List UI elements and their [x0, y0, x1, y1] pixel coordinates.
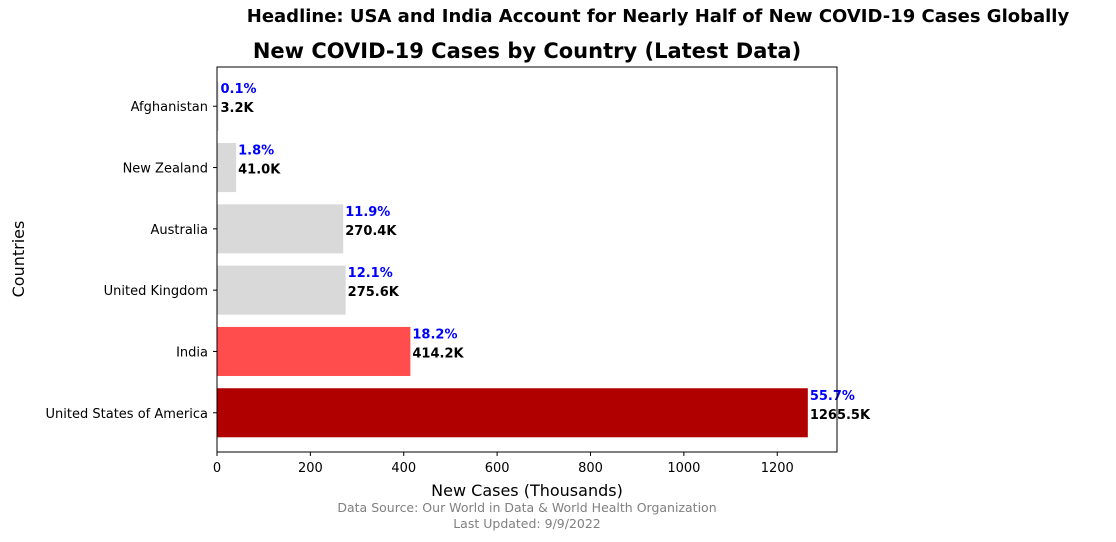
x-tick-label: 800: [578, 461, 603, 476]
y-tick-label: United States of America: [46, 407, 208, 422]
value-label: 3.2K: [220, 101, 254, 116]
bar-united-states-of-america: [217, 388, 808, 438]
percent-label: 18.2%: [412, 327, 457, 342]
value-label: 1265.5K: [810, 408, 871, 423]
bar-india: [217, 326, 411, 376]
bar-new-zealand: [217, 143, 237, 193]
data-source-note: Data Source: Our World in Data & World H…: [337, 500, 717, 515]
y-tick-label: Afghanistan: [131, 100, 208, 115]
percent-label: 1.8%: [238, 144, 274, 159]
y-tick-label: United Kingdom: [104, 284, 208, 299]
y-tick-label: Australia: [150, 223, 208, 238]
footer: Data Source: Our World in Data & World H…: [217, 500, 837, 532]
labels-layer: 55.7% 1265.5K 18.2% 414.2K 12.1% 275.6K 11.9% 2…: [220, 82, 870, 423]
percent-label: 0.1%: [220, 82, 256, 97]
value-label: 414.2K: [412, 346, 464, 361]
bar-australia: [217, 204, 344, 254]
y-axis-label: Countries: [9, 221, 28, 298]
headline: Headline: USA and India Account for Near…: [246, 6, 1070, 27]
value-label: 270.4K: [345, 224, 397, 239]
axes-layer: United States of America India United King…: [46, 100, 794, 476]
bars-layer: [217, 81, 808, 438]
chart-title: New COVID-19 Cases by Country (Latest Da…: [252, 39, 802, 63]
percent-label: 11.9%: [345, 205, 390, 220]
last-updated-note: Last Updated: 9/9/2022: [453, 516, 601, 531]
value-label: 275.6K: [348, 285, 400, 300]
bar-united-kingdom: [217, 265, 346, 315]
percent-label: 55.7%: [810, 389, 855, 404]
y-tick-label: India: [176, 345, 208, 360]
x-tick-label: 400: [391, 461, 416, 476]
y-tick-label: New Zealand: [123, 162, 208, 177]
plot-frame: [216, 66, 838, 453]
percent-label: 12.1%: [348, 266, 393, 281]
x-tick-label: 200: [298, 461, 323, 476]
bar-afghanistan: [217, 81, 219, 131]
x-axis-label: New Cases (Thousands): [431, 481, 623, 500]
value-label: 41.0K: [238, 163, 281, 178]
x-tick-label: 600: [485, 461, 510, 476]
x-tick-label: 0: [213, 461, 221, 476]
x-tick-label: 1200: [761, 461, 794, 476]
x-tick-label: 1000: [667, 461, 700, 476]
